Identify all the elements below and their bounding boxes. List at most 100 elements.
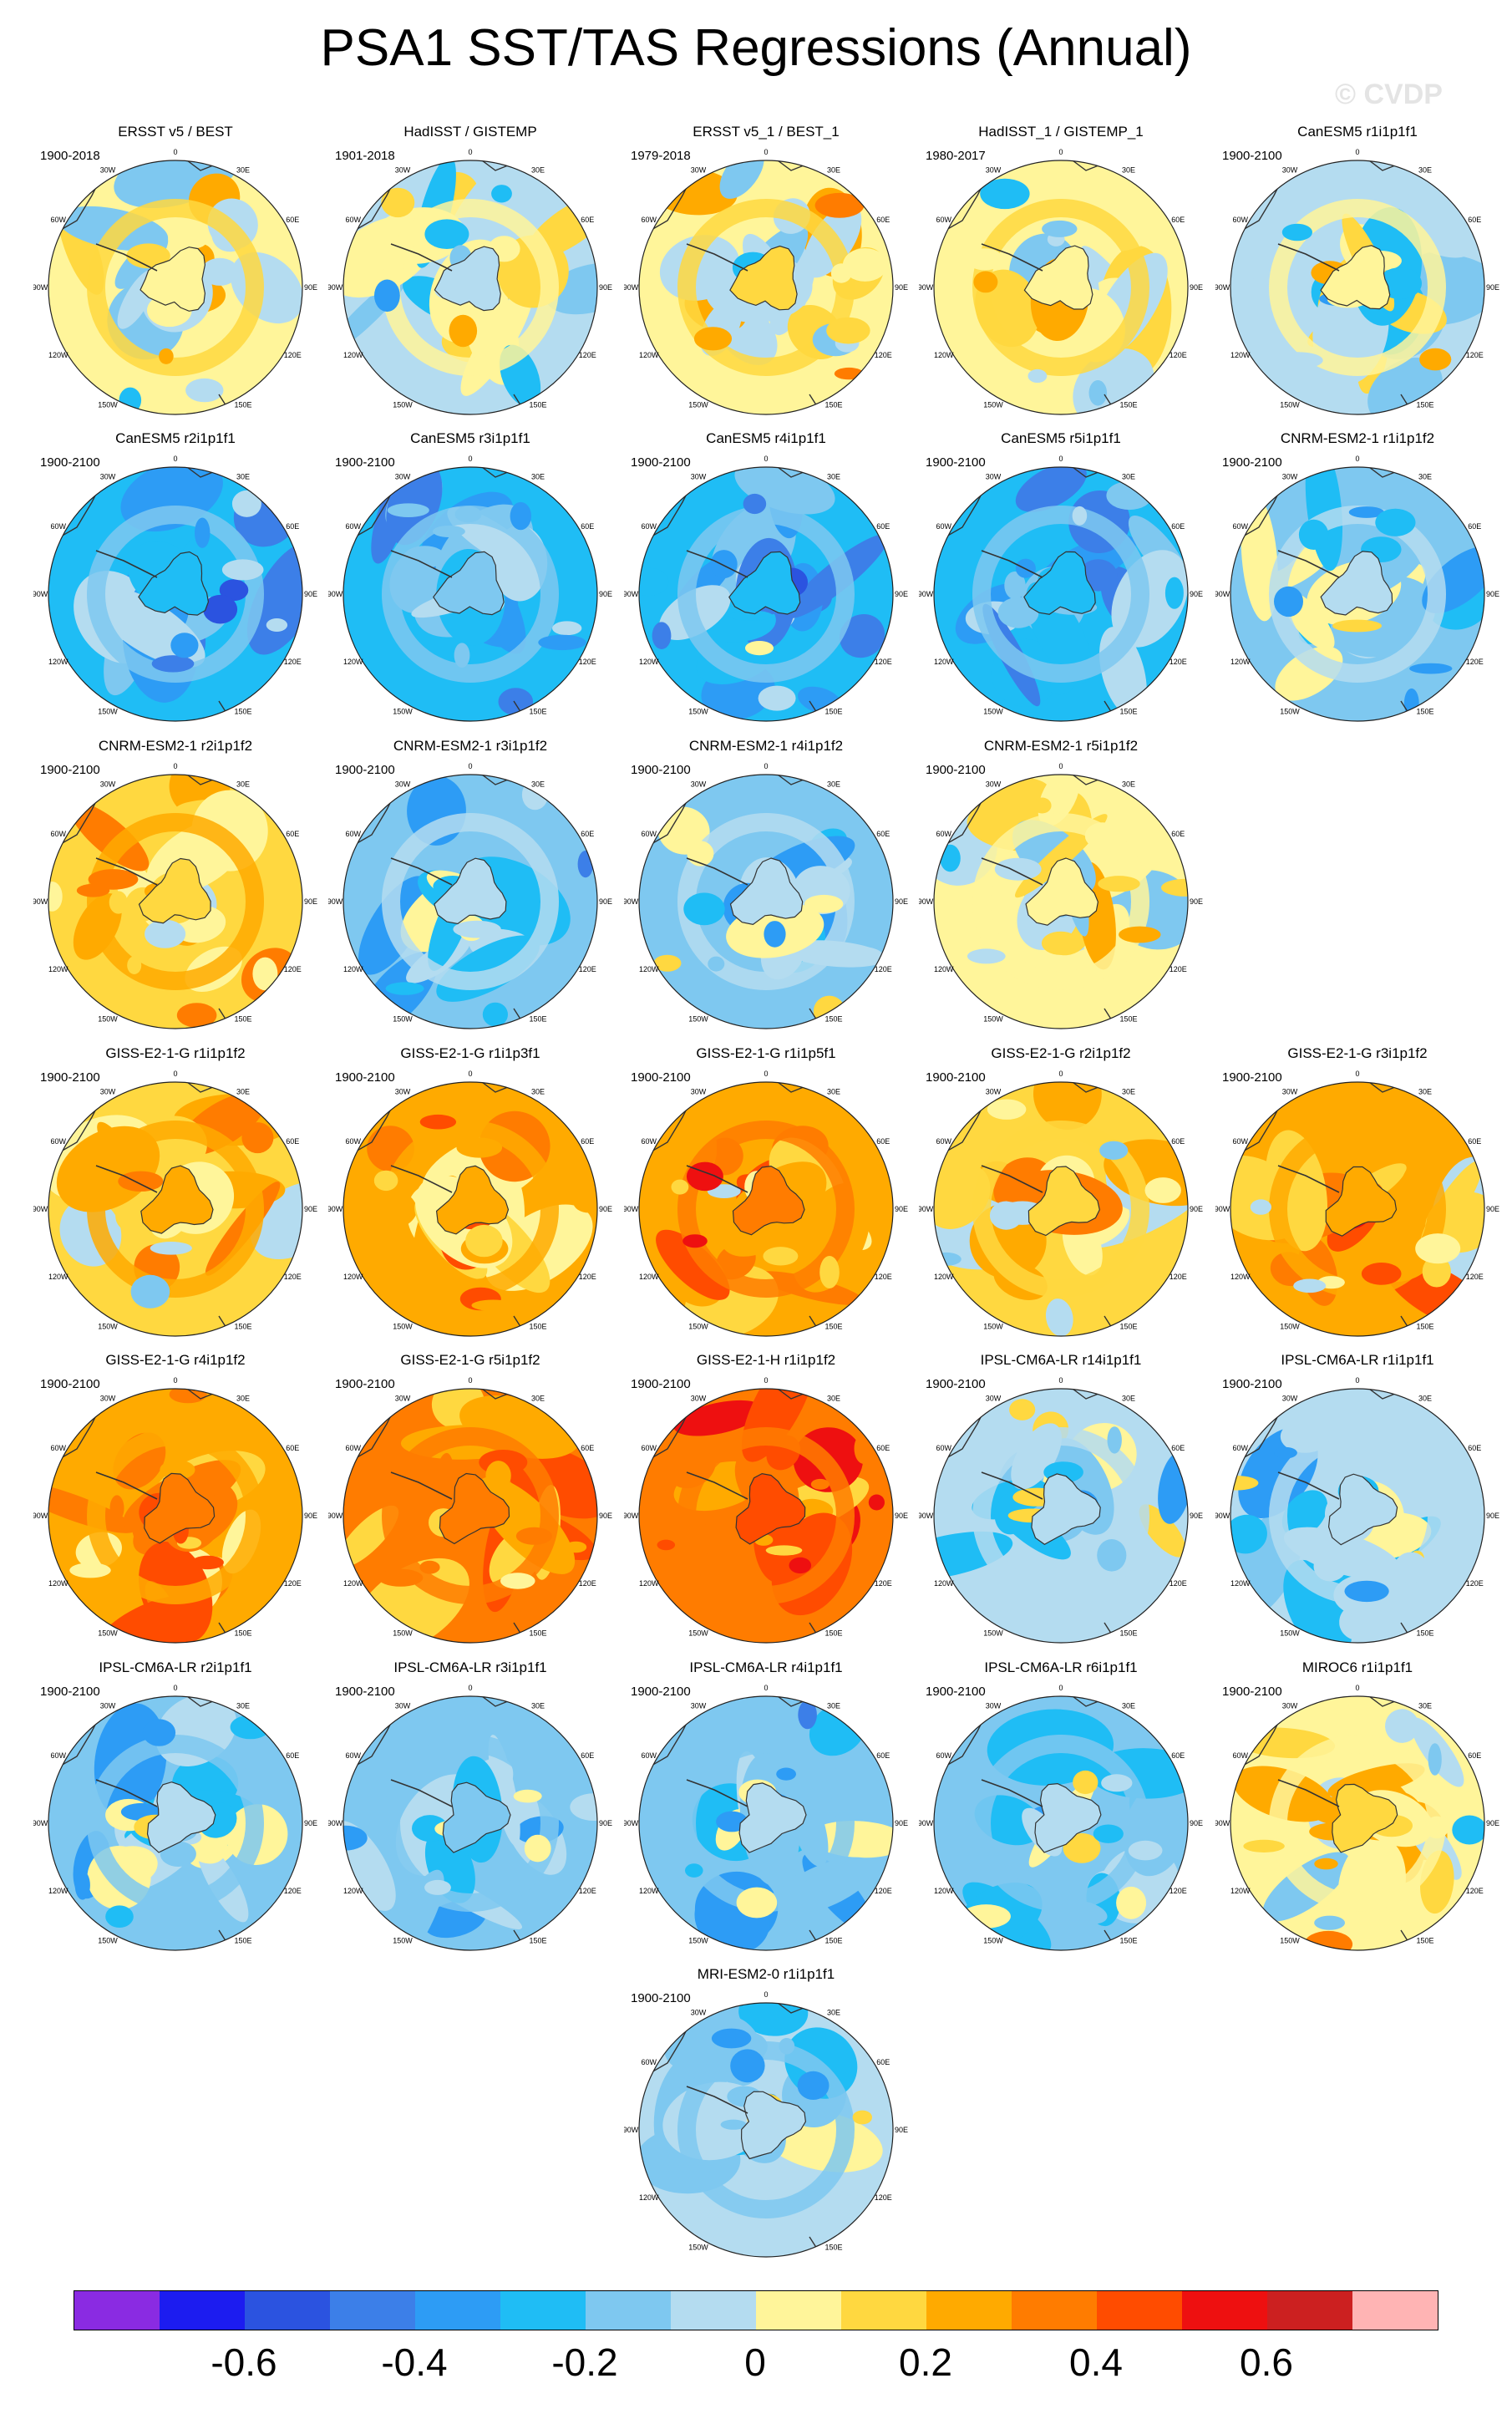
longitude-label: 60W [641,216,657,224]
panel-period: 1900-2100 [335,1685,395,1699]
longitude-label: 0 [173,1376,177,1385]
longitude-label: 120E [579,965,596,973]
longitude-label: 30E [1122,166,1135,175]
longitude-label: 180 [1054,1647,1067,1648]
longitude-label: 60E [581,1137,594,1146]
longitude-label: 60E [581,1751,594,1760]
longitude-label: 30W [691,1702,707,1710]
longitude-label: 90E [895,283,908,292]
polar-map: 030E60E90E120E150E180150W120W90W60W30W [624,1680,908,1955]
map-panel: CanESM5 r1i1p1f1030E60E90E120E150E180150… [1215,124,1499,420]
longitude-label: 30E [531,1088,545,1096]
map-panel: GISS-E2-1-G r1i1p5f1 0 30E 60E 90E 120E 150E 18… [624,1045,908,1342]
panel-title: IPSL-CM6A-LR r3i1p1f1 [393,1659,547,1675]
longitude-label: 150E [824,1014,842,1023]
panel-period: 1900-2100 [40,1685,100,1699]
longitude-label: 90E [304,283,317,292]
longitude-label: 30E [827,780,840,789]
longitude-label: 60E [286,1137,299,1146]
longitude-label: 0 [468,148,472,156]
longitude-label: 150E [234,400,251,409]
panel-title: IPSL-CM6A-LR r14i1p1f1 [980,1352,1142,1368]
longitude-label: 30W [986,1702,1002,1710]
longitude-label: 60E [1171,830,1185,838]
longitude-label: 0 [468,1684,472,1692]
longitude-label: 30E [1122,780,1135,789]
longitude-label: 90W [1215,590,1230,598]
longitude-label: 0 [173,148,177,156]
panel-title: GISS-E2-1-G r1i1p3f1 [400,1045,540,1061]
longitude-label: 60E [1171,522,1185,531]
longitude-label: 0 [468,762,472,770]
panel-period: 1900-2100 [631,1377,691,1391]
map-panel: HadISST / GISTEMP030E60E90E120E150E18015… [328,124,612,420]
longitude-label: 30W [986,780,1002,789]
polar-map: 030E60E90E120E150E180150W120W90W60W30W [1215,1680,1499,1955]
longitude-label: 120E [875,658,892,666]
longitude-label: 120W [343,1579,363,1588]
longitude-label: 120E [1466,658,1484,666]
longitude-label: 30W [1282,166,1298,175]
longitude-label: 90E [304,1819,317,1827]
longitude-label: 120W [48,965,68,973]
longitude-label: 90W [1215,1819,1230,1827]
map-panel: GISS-E2-1-G r5i1p1f2 0 30E 60E 90E 120E 150E 18… [328,1352,612,1649]
longitude-label: 30W [691,473,707,481]
longitude-label: 0 [468,1070,472,1078]
longitude-label: 60E [1171,1444,1185,1452]
longitude-label: 60E [581,830,594,838]
longitude-label: 90E [895,897,908,906]
longitude-label: 30W [100,780,116,789]
longitude-label: 0 [764,1376,768,1385]
longitude-label: 0 [173,762,177,770]
longitude-label: 60W [345,830,361,838]
longitude-label: 150W [393,400,413,409]
panel-title: ERSST v5 / BEST [118,124,233,140]
polar-map: 030E60E90E120E150E180150W120W90W60W30W [328,450,612,726]
panel-title: GISS-E2-1-G r1i1p1f2 [105,1045,246,1061]
longitude-label: 30E [827,473,840,481]
longitude-label: 90E [599,1512,612,1520]
longitude-label: 150W [393,1629,413,1637]
longitude-label: 180 [1351,725,1363,726]
longitude-label: 90E [1486,1512,1499,1520]
longitude-label: 120W [639,965,659,973]
longitude-label: 150E [529,1936,546,1944]
polar-map: 030E60E90E120E150E180150W120W90W60W30W [33,758,317,1034]
longitude-label: 0 [468,1376,472,1385]
longitude-label: 120E [284,351,302,359]
longitude-label: 120W [639,1579,659,1588]
longitude-label: 90W [328,283,343,292]
longitude-label: 30E [827,1702,840,1710]
longitude-label: 120E [1466,1273,1484,1281]
longitude-label: 30E [531,1395,545,1403]
longitude-label: 120E [579,1273,596,1281]
longitude-label: 150E [234,1629,251,1637]
panel-period: 1900-2100 [335,455,395,470]
longitude-label: 90W [919,1205,934,1213]
longitude-label: 60E [286,522,299,531]
longitude-label: 90E [304,1205,317,1213]
longitude-label: 180 [169,1340,181,1341]
longitude-label: 0 [1355,1070,1359,1078]
longitude-label: 120E [875,1579,892,1588]
longitude-label: 150W [688,1629,708,1637]
longitude-label: 60W [50,522,66,531]
map-panel: CanESM5 r4i1p1f1 0 30E 60E 90E 120E 150E 180 150… [624,430,908,727]
longitude-label: 30W [395,1395,411,1403]
panel-title: GISS-E2-1-G r5i1p1f2 [400,1352,540,1368]
longitude-label: 120W [48,1579,68,1588]
longitude-label: 90E [1190,590,1203,598]
longitude-label: 150E [1119,1629,1137,1637]
polar-map: 030E60E90E120E150E180150W120W90W60W30W [919,144,1203,419]
polar-map: 030E60E90E120E150E180150W120W90W60W30W [328,144,612,419]
map-panel: CNRM-ESM2-1 r2i1p1f2 0 30E 60E 90E 120E 150E 18… [33,738,317,1034]
longitude-label: 150W [1280,1936,1300,1944]
longitude-label: 120W [1230,1887,1251,1895]
longitude-label: 150W [98,400,118,409]
colorbar-cell [1267,2291,1352,2330]
longitude-label: 120E [284,1273,302,1281]
longitude-label: 120E [875,965,892,973]
panel-title: CanESM5 r4i1p1f1 [706,430,826,446]
polar-map: 030E60E90E120E150E180150W120W90W60W30W [328,758,612,1034]
